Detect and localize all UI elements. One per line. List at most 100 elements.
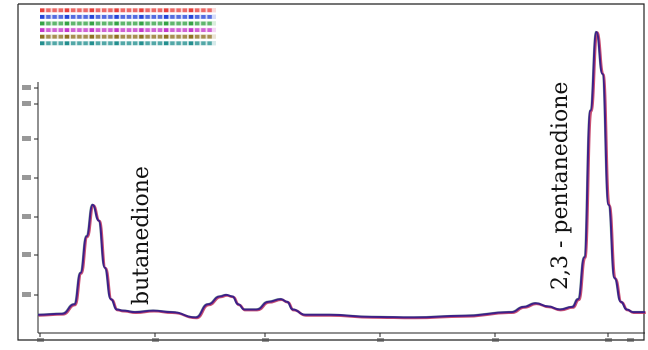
legend-entry-glyph xyxy=(133,8,138,13)
legend-entry-glyph xyxy=(176,28,181,32)
legend-entry xyxy=(40,8,216,13)
legend-entry-glyph xyxy=(64,21,70,26)
legend-entry-glyph xyxy=(188,34,194,39)
legend-entry-glyph xyxy=(77,8,82,13)
legend-entry-glyph xyxy=(71,8,76,13)
legend-entry-glyph xyxy=(58,21,63,26)
legend-entry-glyph xyxy=(145,8,150,13)
legend-entry-glyph xyxy=(164,28,169,32)
y-tick-label-mark xyxy=(22,214,31,219)
legend-entry-glyph xyxy=(120,41,125,46)
legend-entry-glyph xyxy=(102,34,107,39)
legend-entry-glyph xyxy=(77,28,82,32)
plot-frame xyxy=(17,3,645,341)
legend-entry-glyph xyxy=(120,8,125,13)
legend-entry-glyph xyxy=(157,28,163,32)
legend-entry-glyph xyxy=(151,41,156,46)
legend-entry-glyph xyxy=(126,8,132,13)
legend-entry-glyph xyxy=(64,28,70,32)
legend-entry-glyph xyxy=(64,8,70,13)
legend-entry-glyph xyxy=(164,34,169,39)
legend-entry-glyph xyxy=(201,21,206,26)
legend-entry-glyph xyxy=(182,28,187,32)
legend-entry-glyph xyxy=(157,34,163,39)
y-tick-label-mark xyxy=(22,252,31,257)
legend-entry-glyph xyxy=(195,15,200,19)
legend-entry xyxy=(40,27,216,33)
legend-entry-glyph xyxy=(58,15,63,19)
legend-entry-glyph xyxy=(170,28,175,32)
legend-entry-glyph xyxy=(164,15,169,19)
legend-entry-glyph xyxy=(52,28,57,32)
legend-entry-glyph xyxy=(83,8,88,13)
x-tick-label-mark xyxy=(262,338,269,342)
legend-entry-glyph xyxy=(176,8,181,13)
legend-entry-glyph xyxy=(83,15,88,19)
legend-entry-glyph xyxy=(120,34,125,39)
x-tick-label-mark xyxy=(627,338,634,342)
legend-entry-glyph xyxy=(139,34,144,39)
y-tick-label-mark xyxy=(22,175,31,180)
legend-entry-glyph xyxy=(40,41,45,46)
legend-entry-glyph xyxy=(207,34,212,39)
legend-entry-glyph xyxy=(145,15,150,19)
legend-entry-glyph xyxy=(164,21,169,26)
legend-entry-glyph xyxy=(102,8,107,13)
legend-entry-glyph xyxy=(95,8,101,13)
legend-entry-glyph xyxy=(195,28,200,32)
legend-entry-glyph xyxy=(46,41,51,46)
legend-entry-glyph xyxy=(89,21,94,26)
legend-entry-glyph xyxy=(139,15,144,19)
legend-entry-glyph xyxy=(176,15,181,19)
legend-entry-glyph xyxy=(83,34,88,39)
legend-entry-glyph xyxy=(145,28,150,32)
legend-entry-glyph xyxy=(176,41,181,46)
x-tick-label-mark xyxy=(605,338,612,342)
legend-entry-glyph xyxy=(58,41,63,46)
legend-entry xyxy=(40,14,216,19)
legend-entry-glyph xyxy=(201,41,206,46)
legend-entry-glyph xyxy=(52,15,57,19)
legend-entry-glyph xyxy=(52,8,57,13)
y-tick-label-mark xyxy=(22,292,31,297)
legend-entry-glyph xyxy=(145,41,150,46)
legend-entry-glyph xyxy=(182,15,187,19)
legend-entry-glyph xyxy=(126,28,132,32)
legend-entry-glyph xyxy=(114,28,119,32)
legend-entry-glyph xyxy=(52,34,57,39)
legend-entry-glyph xyxy=(145,21,150,26)
legend-entry-glyph xyxy=(71,15,76,19)
legend-entry-glyph xyxy=(151,21,156,26)
legend-entry-glyph xyxy=(195,21,200,26)
legend-entry-glyph xyxy=(157,8,163,13)
legend-entry-glyph xyxy=(83,41,88,46)
legend-entry-glyph xyxy=(207,8,212,13)
legend-entry-glyph xyxy=(114,41,119,46)
y-tick-label-mark xyxy=(22,85,31,90)
legend-entry-glyph xyxy=(77,21,82,26)
legend-entry-glyph xyxy=(52,21,57,26)
trace-line xyxy=(37,30,645,319)
legend-entry-glyph xyxy=(188,41,194,46)
legend-entry xyxy=(40,21,216,26)
legend-entry-glyph xyxy=(114,34,119,39)
legend-entry-glyph xyxy=(120,21,125,26)
legend-entry-glyph xyxy=(170,21,175,26)
legend-entry-glyph xyxy=(157,15,163,19)
legend-entry-glyph xyxy=(95,28,101,32)
legend-entry-glyph xyxy=(151,8,156,13)
legend-entry-glyph xyxy=(188,21,194,26)
legend-entry-glyph xyxy=(71,21,76,26)
legend-entry-glyph xyxy=(46,8,51,13)
legend-entry-glyph xyxy=(201,28,206,32)
legend-entry-glyph xyxy=(58,34,63,39)
legend-entry-glyph xyxy=(71,41,76,46)
legend-entry-glyph xyxy=(170,34,175,39)
legend-entry-glyph xyxy=(126,21,132,26)
legend-entry-glyph xyxy=(46,34,51,39)
legend-entry-glyph xyxy=(40,8,45,13)
legend-entry-glyph xyxy=(176,34,181,39)
legend-entry-glyph xyxy=(77,41,82,46)
legend-entry-glyph xyxy=(108,15,113,19)
legend-entry-glyph xyxy=(151,28,156,32)
